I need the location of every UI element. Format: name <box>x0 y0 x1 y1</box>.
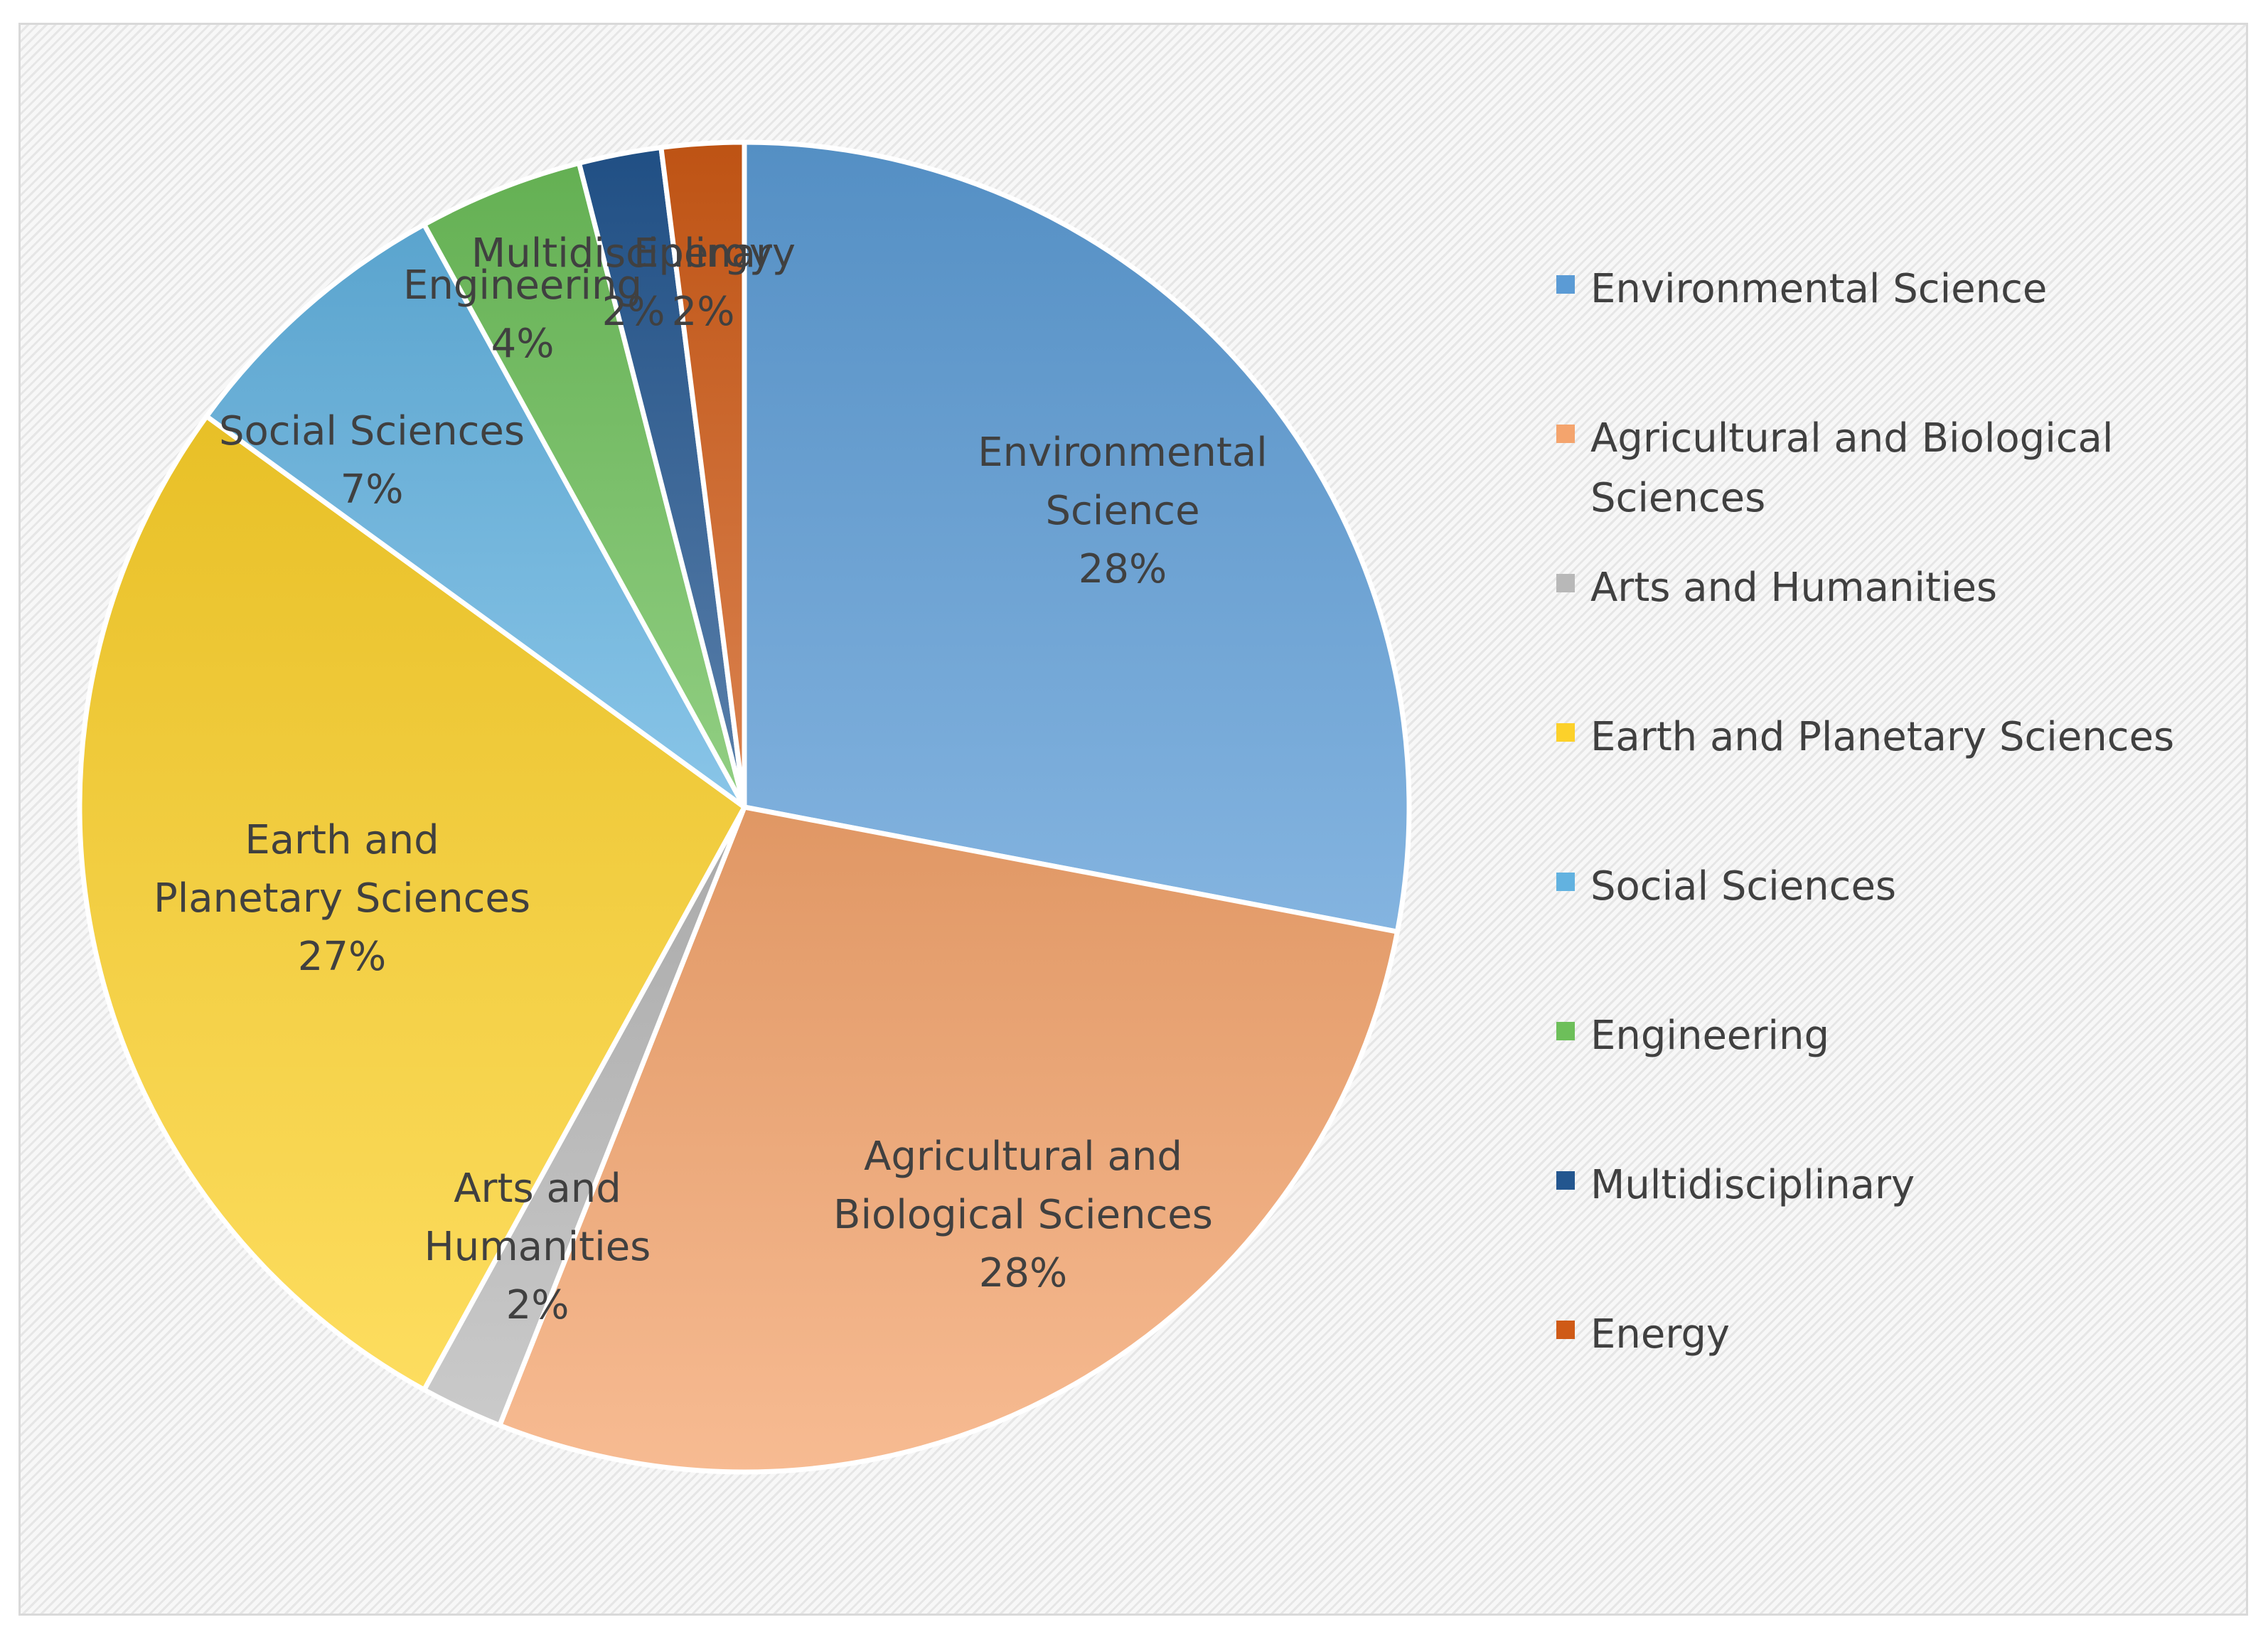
chart-area: Environmental Science 28% Agricultural and B… <box>18 23 2248 1616</box>
slice-percent-label: 28% <box>979 1250 1067 1296</box>
legend-swatch <box>1556 425 1575 443</box>
pie-slice-energy[interactable] <box>658 139 747 810</box>
slice-label-social-sciences: Social Sciences 7% <box>219 408 525 513</box>
legend-label: Arts and Humanities <box>1590 565 1998 611</box>
pie-chart: Environmental Science 28% Agricultural and B… <box>77 139 1412 1475</box>
legend-label: Environmental Science <box>1590 266 2048 312</box>
legend-item-engineering[interactable]: Engineering <box>1556 1006 1829 1066</box>
legend-label: Engineering <box>1590 1013 1829 1059</box>
slice-name-label: Engineering <box>403 262 642 309</box>
pie-slice-earth-and-planetary-sciences[interactable] <box>77 413 747 1392</box>
slice-name-label: Multidisciplinary <box>471 230 796 277</box>
slice-name-label: Earth and <box>245 817 439 863</box>
legend-item-social-sciences[interactable]: Social Sciences <box>1556 857 1896 917</box>
slice-percent-label: 7% <box>341 466 404 513</box>
slice-percent-label: 2% <box>506 1282 569 1328</box>
legend-swatch <box>1556 1171 1575 1190</box>
pie-slice-engineering[interactable] <box>422 160 747 810</box>
legend-label: Agricultural and Biological Sciences <box>1590 415 2114 521</box>
slice-name-label: Humanities <box>424 1224 651 1270</box>
legend-item-environmental-science[interactable]: Environmental Science <box>1556 260 2047 319</box>
legend-label: Earth and Planetary Sciences <box>1590 714 2175 760</box>
legend-item-multidisciplinary[interactable]: Multidisciplinary <box>1556 1156 1915 1215</box>
legend-swatch <box>1556 1321 1575 1339</box>
slice-percent-label: 28% <box>1079 546 1167 592</box>
pie-slice-agricultural-and-biological-sciences[interactable] <box>497 804 1400 1475</box>
slice-name-label: Environmental <box>978 430 1267 476</box>
slice-label-environmental-science: Environmental Science 28% <box>978 430 1267 592</box>
legend-swatch <box>1556 873 1575 891</box>
slice-label-arts-and-humanities: Arts and Humanities 2% <box>424 1166 651 1328</box>
slice-name-label: Planetary Sciences <box>154 875 530 922</box>
legend-swatch <box>1556 275 1575 294</box>
slice-label-energy: Energy 2% <box>633 230 773 335</box>
slice-percent-label: 2% <box>602 289 665 335</box>
slice-name-label: Social Sciences <box>219 408 525 454</box>
legend-item-agricultural-and-biological-sciences[interactable]: Agricultural and Biological Sciences <box>1556 409 2173 528</box>
slice-label-earth-and-planetary-sciences: Earth and Planetary Sciences 27% <box>154 817 530 980</box>
slice-name-label: Science <box>1045 488 1199 534</box>
legend-swatch <box>1556 723 1575 742</box>
legend-item-earth-and-planetary-sciences[interactable]: Earth and Planetary Sciences <box>1556 708 2174 767</box>
slice-name-label: Energy <box>633 230 773 277</box>
slice-label-agricultural-and-biological-sciences: Agricultural and Biological Sciences 28% <box>833 1134 1213 1296</box>
legend-swatch <box>1556 1022 1575 1040</box>
pie-slice-environmental-science[interactable] <box>742 139 1412 934</box>
slice-percent-label: 27% <box>298 934 386 980</box>
legend-label: Social Sciences <box>1590 863 1897 910</box>
legend-swatch <box>1556 574 1575 592</box>
slice-name-label: Agricultural and <box>864 1134 1182 1180</box>
slice-percent-label: 4% <box>491 321 555 367</box>
slice-label-multidisciplinary: Multidisciplinary 2% <box>471 230 796 335</box>
pie-slice-social-sciences[interactable] <box>204 222 747 810</box>
slice-name-label: Arts and <box>454 1166 621 1212</box>
legend-item-energy[interactable]: Energy <box>1556 1305 1730 1365</box>
slice-label-engineering: Engineering 4% <box>403 262 642 367</box>
legend-label: Multidisciplinary <box>1590 1162 1915 1208</box>
legend-item-arts-and-humanities[interactable]: Arts and Humanities <box>1556 558 1997 618</box>
slice-name-label: Biological Sciences <box>833 1192 1213 1238</box>
legend-label: Energy <box>1590 1311 1731 1358</box>
slice-percent-label: 2% <box>672 289 735 335</box>
